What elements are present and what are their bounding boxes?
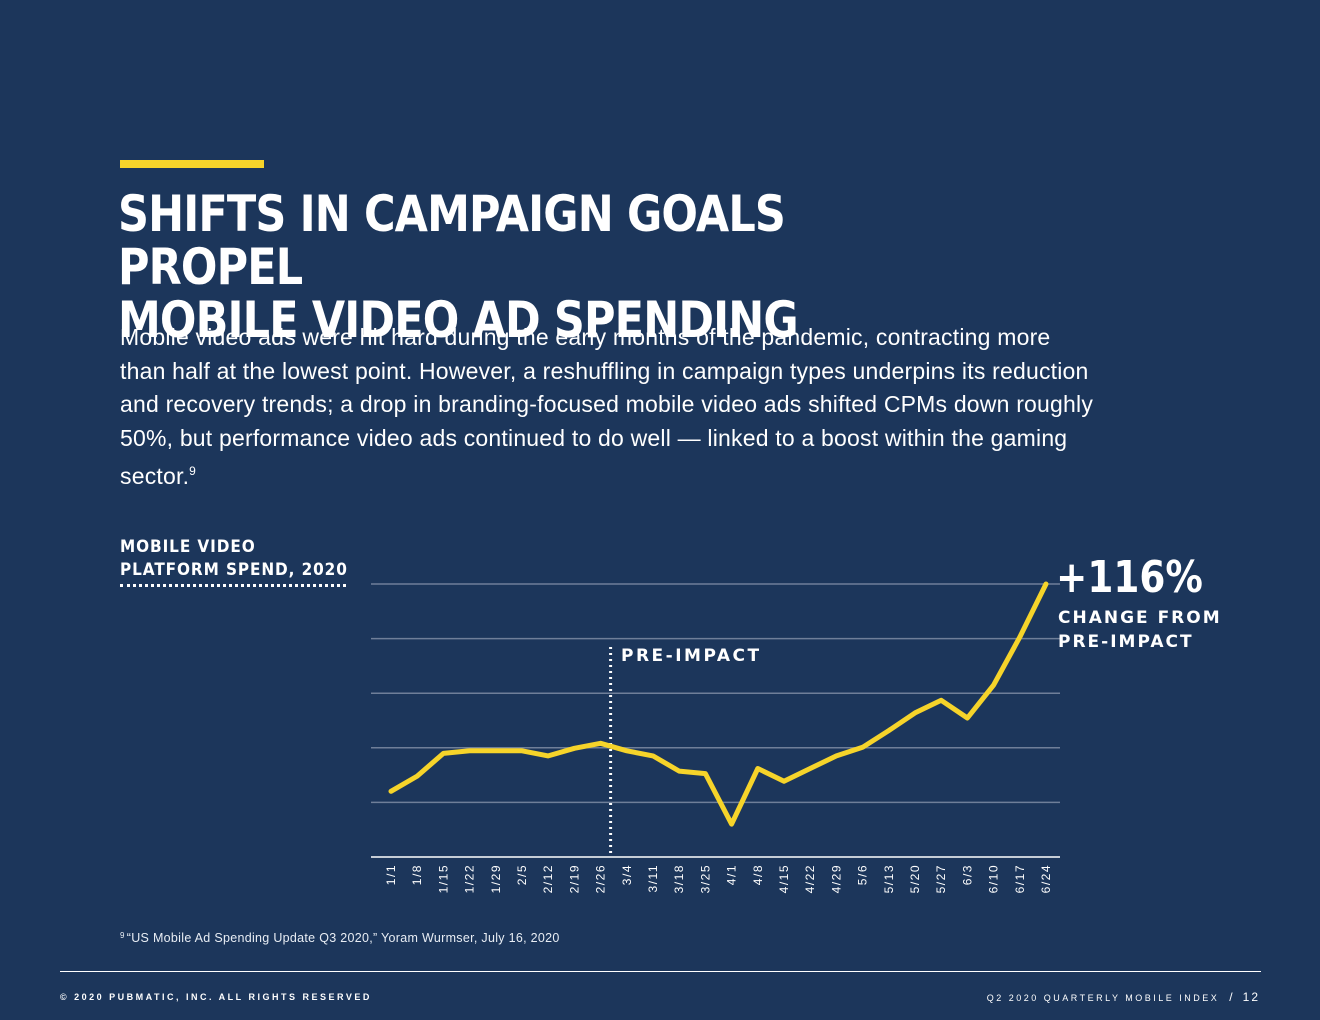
data-point [704, 773, 706, 775]
footnote-number: 9 [120, 931, 125, 940]
series-line [388, 581, 1049, 827]
footer-copyright: © 2020 PUBMATIC, INC. ALL RIGHTS RESERVE… [60, 992, 372, 1002]
x-tick-label: 3/4 [620, 864, 634, 885]
page-title-line-2: MOBILE VIDEO AD SPENDING [118, 291, 799, 349]
data-point [442, 752, 444, 754]
x-tick-label: 1/15 [436, 864, 450, 893]
x-tick-label: 5/27 [934, 864, 948, 893]
data-point [652, 755, 654, 757]
change-caption-line-1: CHANGE FROM [1058, 608, 1222, 628]
x-tick-label: 4/1 [725, 864, 739, 885]
footer-divider [60, 971, 1261, 972]
x-tick-label: 2/5 [515, 864, 529, 885]
intro-paragraph: Mobile video ads were hit hard during th… [120, 321, 1100, 494]
x-tick-label: 5/13 [882, 864, 896, 893]
data-point [390, 790, 392, 792]
chart-title-line-2: PLATFORM SPEND, 2020 [120, 560, 348, 580]
chart-series [388, 581, 1049, 827]
data-point [966, 717, 968, 719]
data-point [757, 768, 759, 770]
x-tick-label: 2/26 [594, 864, 608, 893]
data-point [678, 770, 680, 772]
x-tick-label: 1/22 [463, 864, 477, 893]
x-tick-label: 4/15 [777, 864, 791, 893]
change-caption-line-2: PRE-IMPACT [1058, 632, 1194, 652]
chart-gridlines [371, 583, 1060, 858]
x-axis-tick-labels: 1/1 1/8 1/15 1/22 1/29 2/5 2/12 2/19 2/26 3/4 3/11… [384, 864, 1053, 893]
footnote-reference: 9 [189, 464, 197, 478]
x-tick-label: 6/10 [987, 864, 1001, 893]
footer-report-info: Q2 2020 QUARTERLY MOBILE INDEX / 12 [987, 990, 1260, 1004]
data-point [521, 750, 523, 752]
x-tick-label: 5/20 [908, 864, 922, 893]
data-point [469, 750, 471, 752]
x-tick-label: 2/12 [541, 864, 555, 893]
page-number: 12 [1242, 990, 1260, 1004]
data-point [495, 750, 497, 752]
x-tick-label: 6/3 [960, 864, 974, 885]
x-tick-label: 1/29 [489, 864, 503, 893]
x-tick-label: 4/22 [803, 864, 817, 893]
change-value: +116% [1056, 552, 1203, 603]
pre-impact-label: PRE-IMPACT [621, 646, 762, 666]
footer-separator: / [1229, 990, 1233, 1004]
data-point [940, 699, 942, 701]
data-point [416, 775, 418, 777]
x-tick-label: 5/6 [856, 864, 870, 885]
intro-text: Mobile video ads were hit hard during th… [120, 324, 1094, 489]
x-tick-label: 1/8 [410, 864, 424, 885]
x-tick-label: 4/29 [829, 864, 843, 893]
data-point [626, 750, 628, 752]
change-caption: CHANGE FROM PRE-IMPACT [1058, 606, 1222, 654]
footnote-text: “US Mobile Ad Spending Update Q3 2020,” … [126, 931, 560, 945]
page-title-line-1: SHIFTS IN CAMPAIGN GOALS PROPEL [118, 185, 786, 296]
x-tick-label: 3/18 [672, 864, 686, 893]
data-point [914, 712, 916, 714]
data-point [547, 755, 549, 757]
data-point [862, 746, 864, 748]
footnote: 9 “US Mobile Ad Spending Update Q3 2020,”… [120, 931, 560, 945]
data-point [993, 684, 995, 686]
x-tick-label: 3/25 [698, 864, 712, 893]
x-tick-label: 4/8 [751, 864, 765, 885]
data-point [731, 823, 733, 825]
data-point [809, 768, 811, 770]
chart-title: MOBILE VIDEO PLATFORM SPEND, 2020 [120, 536, 348, 587]
page-title: SHIFTS IN CAMPAIGN GOALS PROPEL MOBILE V… [118, 188, 892, 347]
title-accent-bar [120, 160, 264, 168]
x-tick-label: 1/1 [384, 864, 398, 885]
data-point [835, 755, 837, 757]
data-point [600, 742, 602, 744]
x-tick-label: 6/24 [1039, 864, 1053, 893]
data-point [1019, 636, 1021, 638]
footer-report-title: Q2 2020 QUARTERLY MOBILE INDEX [986, 993, 1220, 1003]
x-tick-label: 6/17 [1013, 864, 1027, 893]
data-point [888, 730, 890, 732]
data-point [783, 780, 785, 782]
data-point [573, 747, 575, 749]
x-tick-label: 3/11 [646, 864, 660, 892]
x-tick-label: 2/19 [567, 864, 581, 893]
data-point [1045, 583, 1047, 585]
chart-title-line-1: MOBILE VIDEO [120, 537, 256, 557]
